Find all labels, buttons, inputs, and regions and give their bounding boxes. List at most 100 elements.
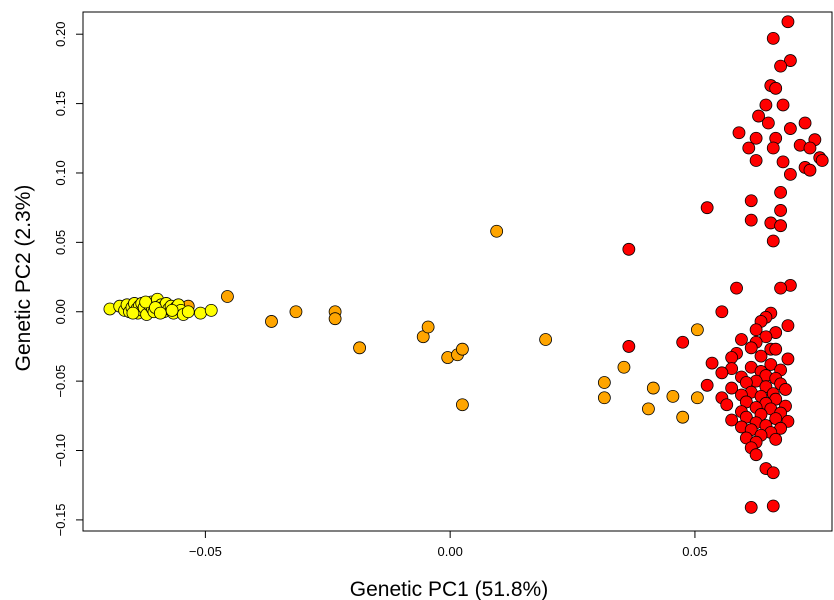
- data-point: [421, 320, 435, 334]
- data-point: [715, 305, 729, 319]
- data-point: [749, 323, 763, 337]
- x-axis-title: Genetic PC1 (51.8%): [350, 578, 548, 600]
- data-point: [779, 383, 792, 396]
- data-point: [742, 141, 756, 155]
- data-point: [455, 398, 469, 412]
- data-point: [766, 141, 780, 155]
- data-point: [676, 410, 690, 424]
- data-point: [353, 341, 366, 355]
- data-point: [539, 333, 553, 346]
- data-point: [744, 341, 758, 355]
- data-point: [181, 305, 195, 319]
- data-point: [455, 342, 469, 356]
- data-point: [622, 242, 636, 256]
- data-point: [803, 163, 817, 177]
- data-point: [126, 306, 140, 320]
- data-point: [749, 154, 763, 167]
- data-point: [265, 315, 278, 328]
- y-tick-label: 0.05: [53, 230, 68, 255]
- data-point: [783, 122, 797, 135]
- x-tick-label: 0.00: [438, 544, 463, 559]
- data-point: [761, 116, 775, 130]
- data-point: [754, 349, 768, 363]
- data-point: [764, 358, 778, 371]
- data-point: [676, 335, 690, 349]
- data-point: [642, 402, 655, 416]
- data-point: [776, 155, 790, 169]
- data-point: [221, 290, 234, 303]
- data-point: [153, 306, 167, 320]
- y-axis-title: Genetic PC2 (2.3%): [12, 185, 35, 372]
- data-point: [766, 31, 780, 45]
- data-point: [769, 433, 783, 446]
- data-point: [783, 54, 797, 67]
- data-point: [781, 352, 795, 366]
- data-point: [194, 306, 207, 320]
- data-point: [781, 15, 795, 29]
- data-point: [774, 281, 787, 295]
- data-point: [759, 330, 773, 344]
- data-point: [622, 340, 636, 353]
- data-point: [328, 312, 342, 326]
- data-point: [597, 376, 611, 389]
- data-point: [781, 319, 795, 333]
- data-point: [700, 201, 714, 215]
- data-point: [759, 98, 773, 112]
- data-point: [646, 381, 660, 395]
- data-point: [774, 219, 787, 233]
- data-point: [617, 360, 631, 374]
- x-tick-label: 0.05: [682, 544, 707, 559]
- y-axis: −0.15 −0.10 −0.05 0.00 0.05 0.10 0.15 0.20: [53, 22, 83, 536]
- data-point: [139, 295, 153, 309]
- data-point: [774, 204, 787, 217]
- data-point: [744, 501, 758, 514]
- y-tick-label: −0.15: [53, 503, 68, 536]
- data-point: [769, 342, 783, 356]
- data-point: [783, 167, 797, 181]
- data-point: [490, 224, 504, 238]
- data-point: [732, 126, 746, 140]
- data-point: [766, 466, 780, 480]
- data-point: [700, 378, 714, 392]
- data-point: [735, 333, 748, 346]
- data-point: [165, 303, 179, 317]
- data-point: [774, 186, 787, 199]
- data-point: [204, 303, 218, 317]
- data-point: [766, 499, 780, 513]
- y-tick-label: 0.20: [53, 22, 68, 47]
- data-point: [774, 59, 787, 73]
- data-point: [715, 366, 729, 380]
- data-point: [666, 389, 680, 403]
- data-point: [798, 116, 812, 130]
- data-point: [752, 109, 765, 123]
- x-tick-label: −0.05: [189, 544, 222, 559]
- y-tick-label: −0.10: [53, 434, 68, 467]
- y-tick-label: 0.00: [53, 299, 68, 324]
- data-point: [690, 391, 704, 405]
- y-tick-label: −0.05: [53, 365, 68, 398]
- data-point: [749, 131, 763, 145]
- data-point: [597, 391, 611, 405]
- data-point: [730, 281, 743, 295]
- data-point: [744, 213, 758, 227]
- data-point: [720, 398, 734, 412]
- data-point: [725, 381, 739, 395]
- data-point: [766, 234, 780, 248]
- data-point: [749, 448, 763, 462]
- data-point: [744, 194, 758, 208]
- data-points: [103, 15, 829, 514]
- x-axis: −0.05 0.00 0.05: [189, 531, 708, 559]
- data-point: [725, 413, 739, 427]
- data-point: [769, 81, 783, 95]
- data-point: [690, 323, 704, 337]
- data-point: [705, 356, 719, 370]
- data-point: [776, 98, 790, 112]
- y-tick-label: 0.15: [53, 91, 68, 116]
- data-point: [289, 305, 303, 319]
- plot-frame: [82, 11, 833, 532]
- data-point: [815, 154, 829, 167]
- y-tick-label: 0.10: [53, 160, 68, 185]
- data-point: [803, 141, 817, 155]
- data-point: [725, 351, 739, 364]
